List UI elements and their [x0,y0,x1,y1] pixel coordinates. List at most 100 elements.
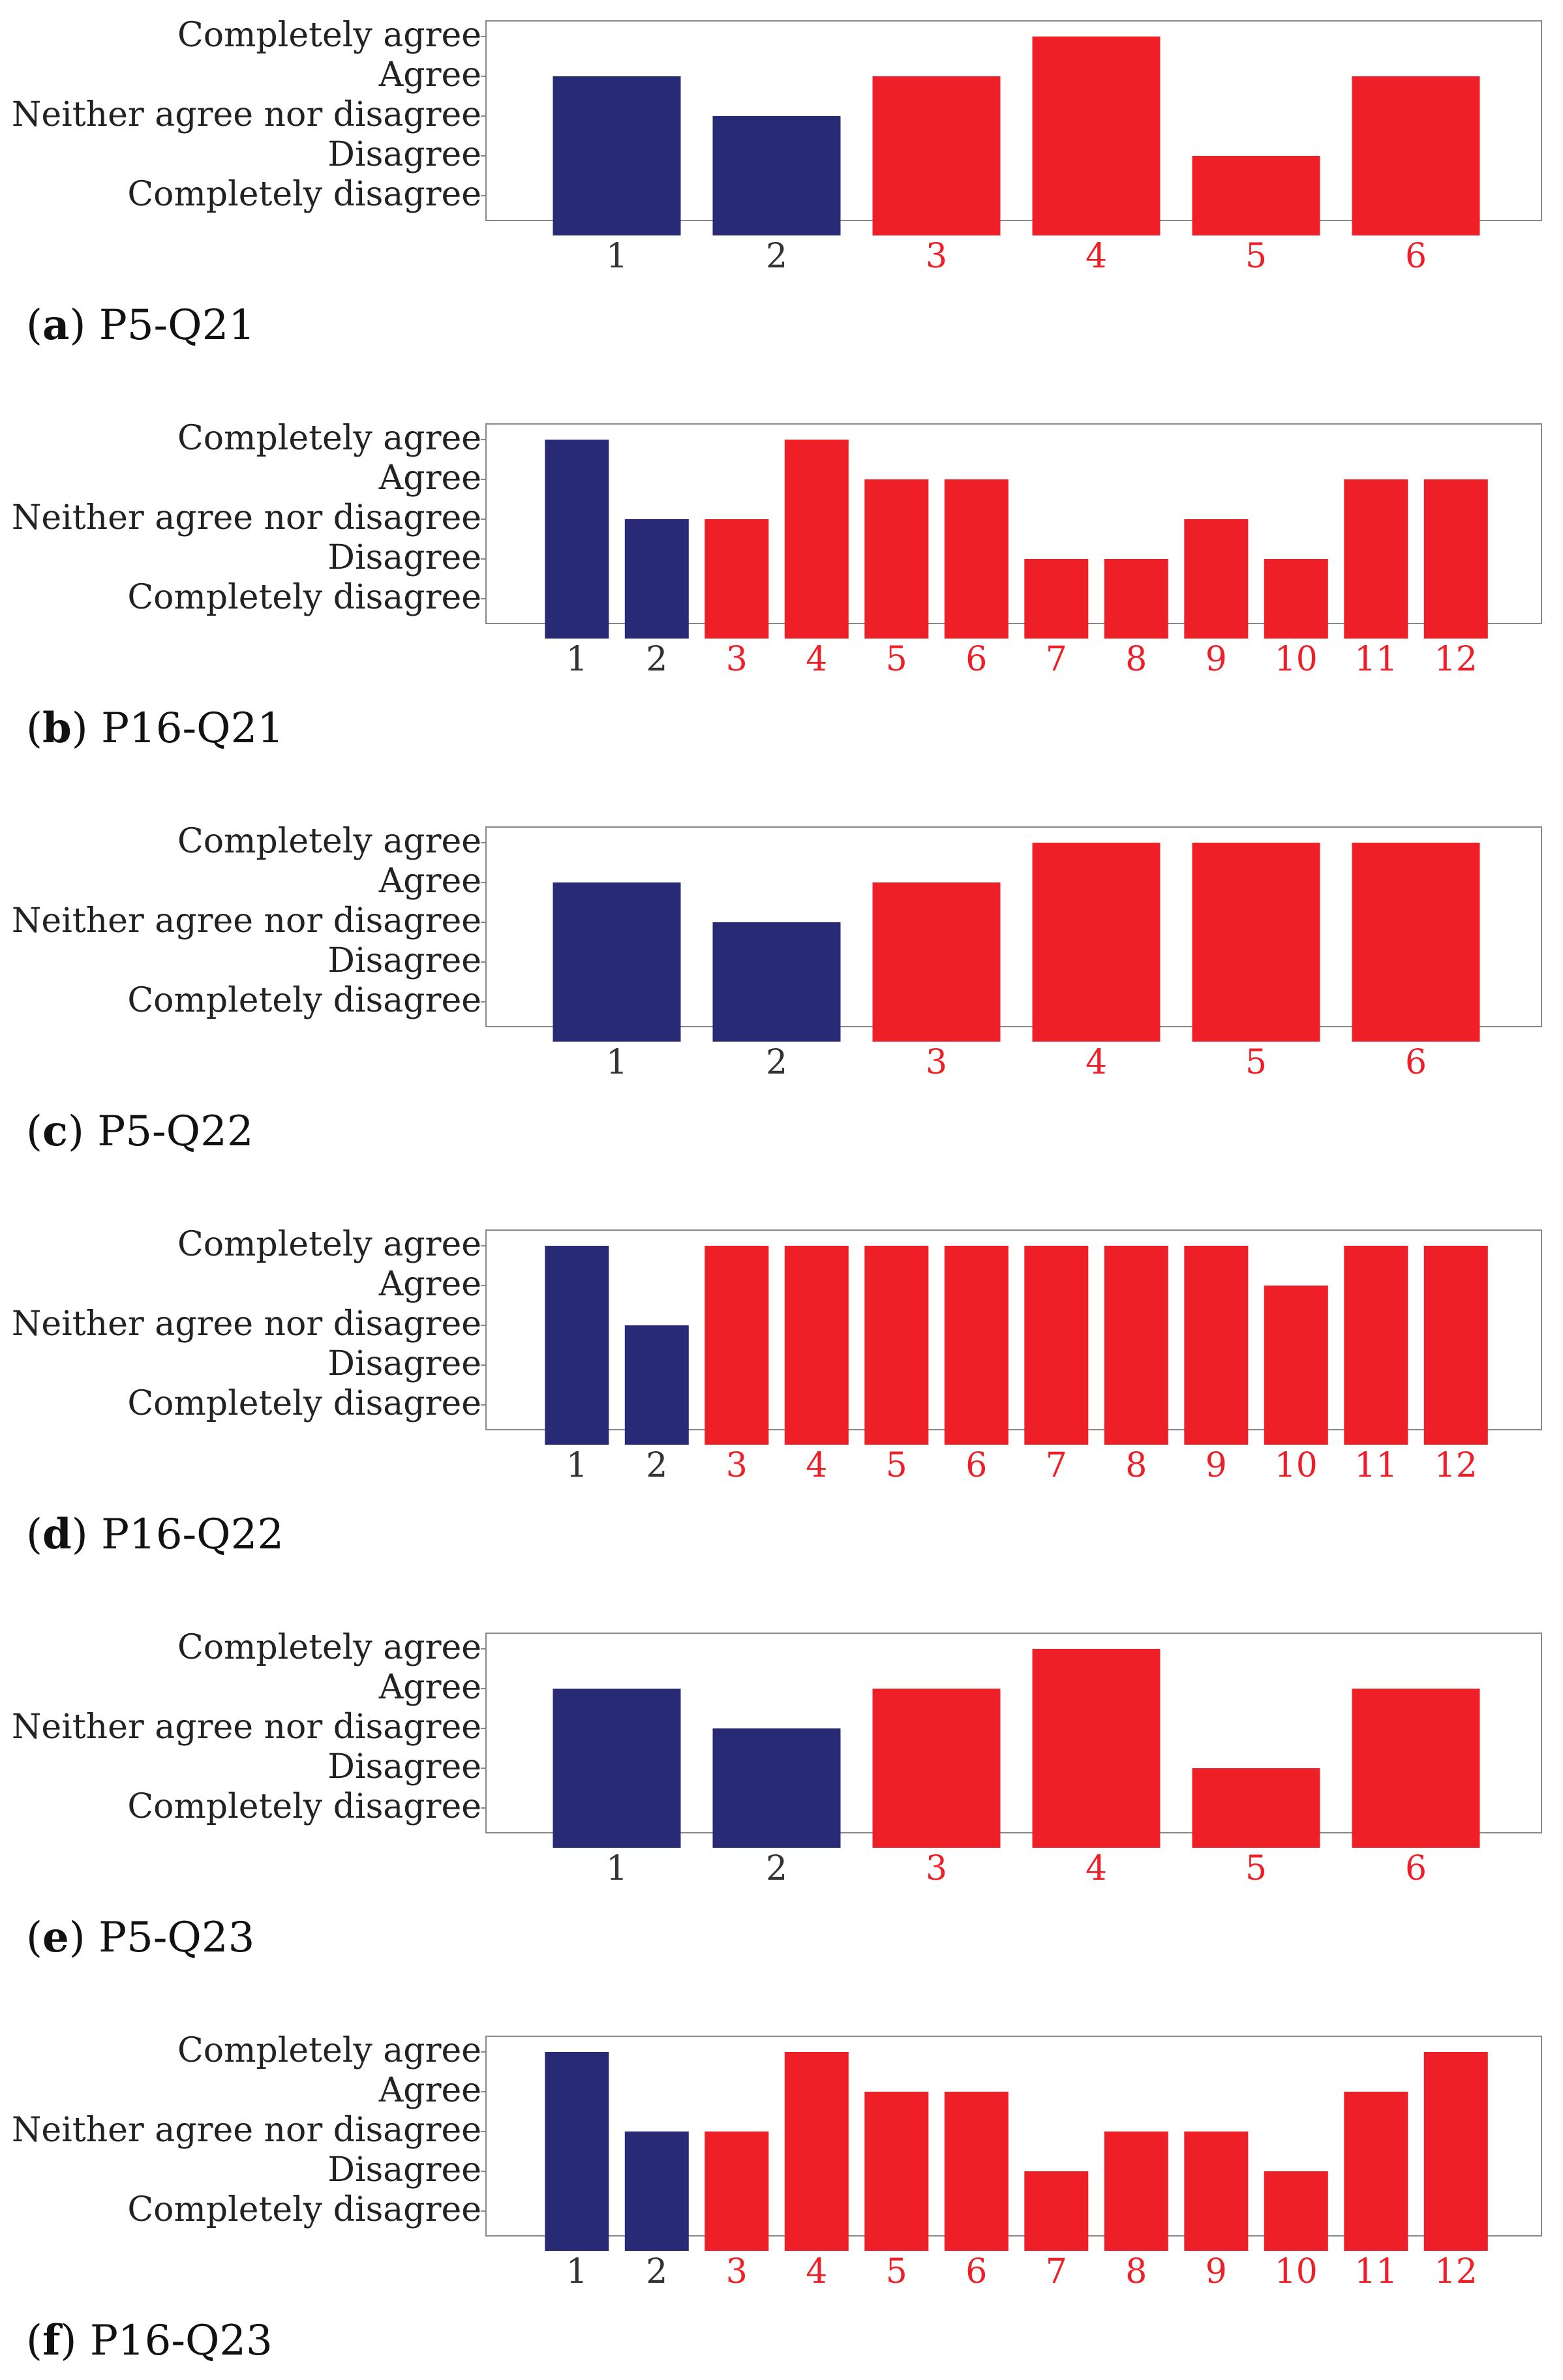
x-tick-label: 11 [1354,1446,1397,1485]
x-tick-label: 3 [926,237,947,276]
bar-b-12 [1423,479,1488,639]
caption-c: (c) P5-Q22 [26,1107,254,1156]
x-tick-label: 2 [646,640,667,679]
bar-f-9 [1184,2131,1249,2251]
caption-text: P5-Q21 [99,301,255,350]
caption-paren-close: ) [72,1511,101,1559]
y-level-label: Completely disagree [127,1384,481,1423]
bar-b-6 [944,479,1009,639]
x-tick-label: 5 [886,2252,907,2291]
x-tick-label: 12 [1434,1446,1478,1485]
bar-c-6 [1352,843,1480,1042]
x-tick-label: 2 [646,2252,667,2291]
bar-d-2 [624,1325,689,1445]
plot-frame [485,20,1542,221]
bar-d-8 [1104,1246,1168,1445]
x-tick-label: 7 [1046,2252,1067,2291]
y-level-label: Neither agree nor disagree [12,498,481,537]
y-level-label: Completely disagree [127,2190,481,2229]
x-tick-label: 7 [1046,640,1067,679]
y-level-label: Neither agree nor disagree [12,901,481,941]
y-level-label: Completely agree [177,419,481,458]
caption-d: (d) P16-Q22 [26,1510,284,1559]
bar-b-3 [705,519,769,639]
bar-a-1 [553,76,681,235]
bar-e-2 [712,1728,841,1848]
x-tick-label: 9 [1206,1446,1227,1485]
bar-f-1 [545,2052,609,2251]
y-level-label: Agree [378,55,481,95]
y-level-label: Disagree [327,941,481,980]
caption-f: (f) P16-Q23 [26,2316,273,2365]
caption-b: (b) P16-Q21 [26,704,284,753]
x-tick-label: 10 [1275,1446,1318,1485]
caption-paren-close: ) [69,1914,99,1962]
y-level-label: Neither agree nor disagree [12,2111,481,2150]
bar-d-4 [784,1246,849,1445]
bar-e-4 [1032,1649,1161,1848]
x-tick-label: 12 [1434,2252,1478,2291]
caption-paren-close: ) [61,2317,90,2365]
x-tick-label: 8 [1125,640,1147,679]
caption-paren-close: ) [69,301,99,350]
x-tick-label: 2 [766,1043,787,1082]
x-tick-label: 11 [1354,2252,1397,2291]
x-tick-label: 6 [1405,1849,1427,1888]
bar-b-9 [1184,519,1249,639]
plot-frame [485,1633,1542,1833]
x-tick-label: 2 [766,237,787,276]
caption-letter: d [42,1510,72,1559]
bar-b-7 [1024,559,1089,639]
x-tick-label: 7 [1046,1446,1067,1485]
y-level-label: Disagree [327,2150,481,2190]
x-tick-label: 4 [806,1446,827,1485]
bar-e-6 [1352,1689,1480,1848]
x-tick-label: 3 [926,1043,947,1082]
x-tick-label: 10 [1275,640,1318,679]
x-tick-label: 4 [1085,1043,1107,1082]
bar-a-3 [872,76,1001,235]
caption-paren-open: ( [26,1914,42,1962]
bar-b-10 [1264,559,1328,639]
bar-b-11 [1344,479,1408,639]
bar-f-6 [944,2092,1009,2251]
bar-a-2 [712,116,841,235]
x-tick-label: 3 [726,2252,748,2291]
x-tick-label: 4 [806,640,827,679]
bar-c-2 [712,922,841,1042]
y-level-label: Completely agree [177,1628,481,1667]
bar-f-2 [624,2131,689,2251]
caption-paren-open: ( [26,1107,42,1156]
x-tick-label: 6 [965,640,987,679]
caption-paren-open: ( [26,301,42,350]
bar-f-12 [1423,2052,1488,2251]
y-level-label: Agree [378,1668,481,1707]
bar-f-5 [864,2092,929,2251]
caption-a: (a) P5-Q21 [26,301,255,350]
caption-letter: c [42,1107,68,1156]
bar-a-5 [1192,156,1320,235]
y-level-label: Disagree [327,1747,481,1786]
y-level-label: Agree [378,459,481,498]
x-tick-label: 12 [1434,640,1478,679]
y-level-label: Disagree [327,135,481,174]
plot-frame [485,423,1542,624]
x-tick-label: 3 [726,1446,748,1485]
caption-paren-open: ( [26,1511,42,1559]
bar-f-3 [705,2131,769,2251]
plot-frame [485,2036,1542,2237]
bar-d-12 [1423,1246,1488,1445]
caption-e: (e) P5-Q23 [26,1913,254,1962]
plot-frame [485,1229,1542,1430]
x-tick-label: 6 [965,1446,987,1485]
bar-a-6 [1352,76,1480,235]
x-tick-label: 5 [886,640,907,679]
y-level-label: Agree [378,2071,481,2110]
x-tick-label: 1 [566,640,588,679]
x-tick-label: 1 [606,237,628,276]
caption-text: P16-Q22 [101,1511,284,1559]
bar-d-9 [1184,1246,1249,1445]
